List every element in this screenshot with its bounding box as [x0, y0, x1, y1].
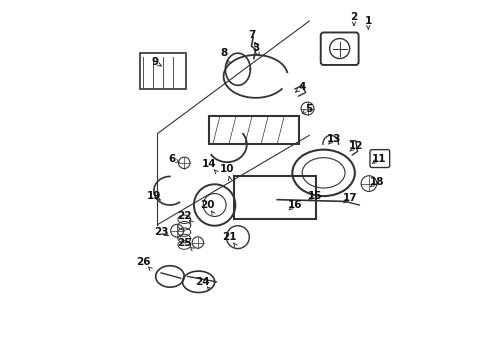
Text: 17: 17: [343, 193, 358, 203]
Bar: [209, 116, 298, 144]
Text: 25: 25: [177, 238, 192, 248]
Text: 16: 16: [288, 200, 302, 210]
Text: 7: 7: [248, 30, 256, 40]
Text: 3: 3: [252, 43, 259, 53]
Text: 18: 18: [370, 177, 385, 187]
Text: 6: 6: [168, 154, 175, 163]
Bar: [140, 53, 186, 89]
Text: 21: 21: [221, 232, 236, 242]
Text: 9: 9: [151, 57, 159, 67]
Text: 13: 13: [327, 134, 342, 144]
Text: 5: 5: [306, 104, 313, 113]
Text: 4: 4: [298, 82, 306, 92]
Text: 23: 23: [154, 227, 168, 237]
Text: 24: 24: [195, 277, 209, 287]
Text: 8: 8: [220, 48, 227, 58]
Text: 10: 10: [220, 164, 234, 174]
Text: 11: 11: [372, 154, 386, 163]
Text: 12: 12: [348, 141, 363, 151]
Text: 20: 20: [200, 200, 215, 210]
Text: 19: 19: [147, 191, 161, 201]
Text: 22: 22: [177, 211, 192, 221]
Text: 26: 26: [136, 257, 150, 267]
Text: 15: 15: [307, 191, 322, 201]
Bar: [234, 176, 317, 219]
Text: 14: 14: [202, 159, 217, 169]
Text: 2: 2: [350, 13, 358, 22]
Text: 1: 1: [365, 16, 372, 26]
